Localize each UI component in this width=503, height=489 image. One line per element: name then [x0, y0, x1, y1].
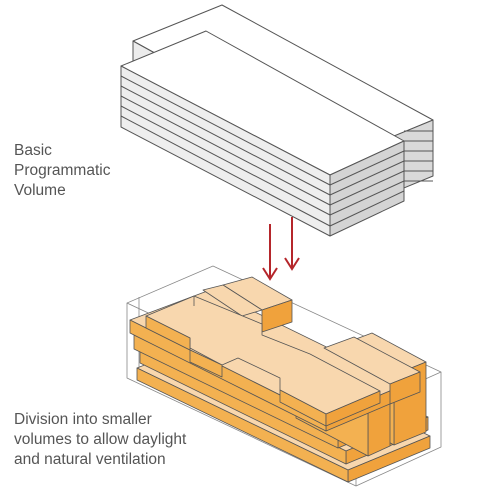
caption-top-line-1: Basic [14, 142, 52, 159]
back-blocks [202, 276, 421, 405]
caption-bottom-line-2: volumes to allow daylight [14, 431, 187, 448]
down-arrows [262, 217, 300, 281]
caption-top: Basic Programmatic Volume [14, 141, 110, 201]
programmatic-volume [120, 4, 434, 237]
down-arrow-icon [284, 217, 300, 271]
caption-top-line-2: Programmatic [14, 162, 111, 179]
floor-lines [120, 75, 433, 227]
down-arrow-icon [262, 224, 278, 281]
caption-bottom-line-1: Division into smaller [14, 411, 152, 428]
divided-volumes [126, 265, 442, 487]
caption-bottom-line-3: and natural ventilation [14, 451, 166, 468]
slab-top [145, 295, 381, 427]
caption-bottom: Division into smaller volumes to allow d… [14, 410, 186, 470]
caption-top-line-3: Volume [14, 182, 66, 199]
